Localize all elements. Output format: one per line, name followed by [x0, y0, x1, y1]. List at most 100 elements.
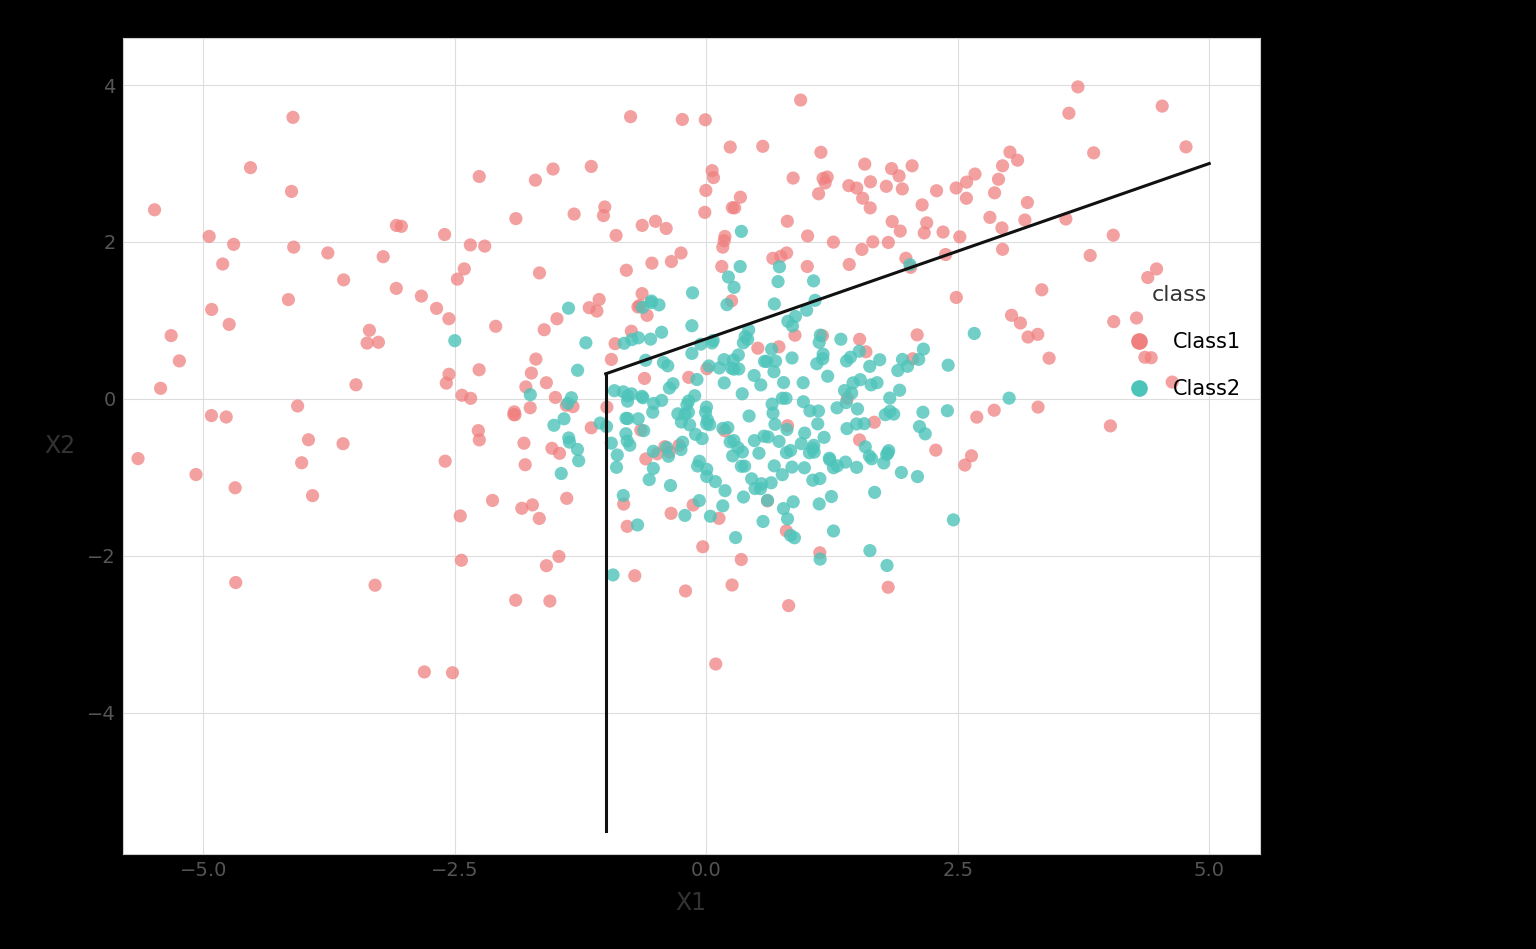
Class2 — [797, 403, 822, 419]
Class1 — [717, 140, 742, 155]
Class1 — [435, 376, 459, 391]
Class1 — [958, 448, 983, 463]
Class1 — [713, 229, 737, 244]
Class2 — [723, 530, 748, 545]
Class2 — [556, 301, 581, 316]
Class2 — [697, 417, 722, 432]
Class1 — [808, 144, 833, 159]
Class1 — [527, 511, 551, 526]
Class1 — [585, 304, 610, 319]
Class1 — [200, 302, 224, 317]
Class1 — [745, 341, 770, 356]
Class2 — [746, 446, 771, 461]
Class1 — [1144, 261, 1169, 276]
Class1 — [934, 247, 958, 262]
Class2 — [556, 396, 581, 411]
Class1 — [912, 225, 937, 240]
Class2 — [800, 473, 825, 488]
Class1 — [409, 288, 433, 304]
Class2 — [794, 303, 819, 318]
Class2 — [716, 270, 740, 285]
Class1 — [657, 444, 682, 459]
Class2 — [770, 391, 794, 406]
Class2 — [573, 335, 598, 350]
Class1 — [332, 272, 356, 288]
Class2 — [720, 448, 745, 463]
Class2 — [751, 513, 776, 529]
Class1 — [691, 539, 716, 554]
Class1 — [1026, 400, 1051, 415]
Class1 — [538, 593, 562, 608]
Class2 — [611, 384, 636, 400]
Class1 — [905, 327, 929, 343]
Class1 — [280, 184, 304, 199]
Class1 — [633, 371, 657, 386]
Class1 — [760, 251, 785, 266]
Class1 — [315, 246, 339, 261]
Class2 — [911, 404, 935, 419]
Class2 — [834, 395, 859, 410]
Class2 — [731, 490, 756, 505]
Class2 — [802, 273, 826, 288]
Class1 — [467, 169, 492, 184]
Class2 — [656, 449, 680, 464]
Class2 — [548, 466, 573, 481]
Class2 — [774, 391, 799, 406]
Class1 — [722, 200, 746, 215]
Class2 — [805, 417, 829, 432]
Class1 — [720, 577, 745, 592]
Class2 — [700, 335, 725, 350]
Class2 — [872, 407, 897, 422]
Class1 — [535, 558, 559, 573]
Class1 — [502, 404, 527, 419]
Class1 — [223, 575, 247, 590]
Class1 — [625, 299, 650, 314]
Class1 — [1098, 419, 1123, 434]
Class2 — [857, 543, 882, 558]
Class2 — [696, 412, 720, 427]
Class1 — [998, 144, 1023, 159]
Class1 — [1008, 315, 1032, 330]
Class2 — [891, 352, 915, 367]
Class2 — [716, 420, 740, 436]
Class1 — [713, 233, 737, 249]
Class2 — [766, 274, 791, 289]
Class1 — [774, 523, 799, 538]
Class1 — [710, 259, 734, 274]
Class1 — [630, 286, 654, 301]
Class2 — [760, 397, 785, 412]
Class1 — [653, 439, 677, 455]
Class1 — [591, 208, 616, 223]
Class2 — [852, 416, 877, 431]
Class1 — [344, 377, 369, 392]
Class1 — [433, 454, 458, 469]
Class2 — [676, 404, 700, 419]
Class1 — [370, 249, 395, 264]
Class2 — [668, 442, 693, 457]
Class1 — [816, 170, 840, 185]
Class2 — [882, 406, 906, 421]
Class2 — [720, 352, 745, 367]
Class2 — [912, 426, 937, 441]
Class2 — [811, 351, 836, 366]
Class1 — [848, 433, 872, 448]
Class1 — [619, 109, 644, 124]
Class1 — [484, 319, 508, 334]
Class1 — [694, 362, 719, 377]
Class1 — [521, 497, 545, 512]
Class2 — [614, 426, 639, 441]
Class2 — [779, 528, 803, 543]
Class1 — [276, 292, 301, 307]
Class1 — [531, 322, 556, 337]
Class1 — [986, 172, 1011, 187]
Class1 — [837, 178, 862, 194]
Class2 — [728, 259, 753, 274]
Class1 — [214, 409, 238, 424]
Class2 — [816, 368, 840, 383]
Class2 — [727, 347, 751, 363]
Class1 — [711, 239, 736, 254]
Class1 — [547, 446, 571, 461]
Class2 — [997, 391, 1021, 406]
Class2 — [654, 440, 679, 456]
Class1 — [541, 161, 565, 177]
